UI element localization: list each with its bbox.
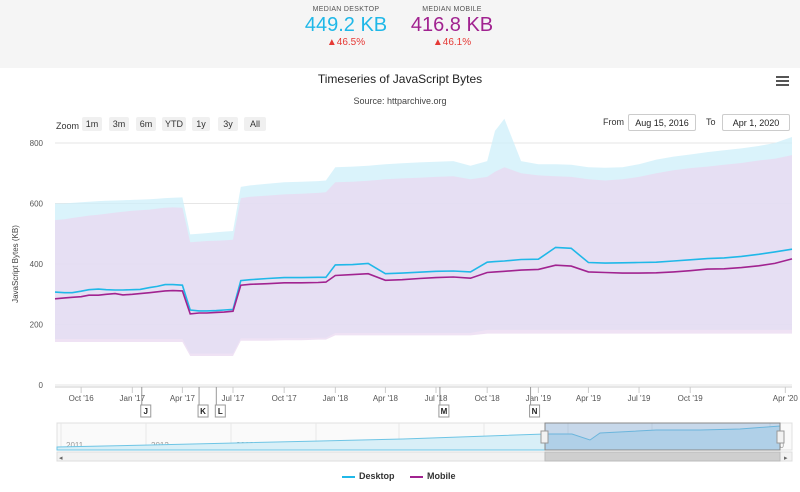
navigator-handle-left <box>540 430 549 444</box>
y-tick-label: 800 <box>30 139 44 148</box>
scrollbar-track <box>56 451 793 462</box>
range-to-label: To <box>706 117 716 127</box>
flag-label: L <box>218 407 223 416</box>
median-mobile-value: 416.8 KB <box>410 14 494 36</box>
flag-label: N <box>532 407 538 416</box>
x-tick-label: Jan '19 <box>526 394 552 403</box>
scroll-right-arrow-icon: ▸ <box>784 454 788 462</box>
flag-label: J <box>144 407 148 416</box>
legend-desktop-label: Desktop <box>359 471 395 481</box>
zoom-3y-button[interactable]: 3y <box>218 117 238 131</box>
x-tick-label: Apr '19 <box>576 394 602 403</box>
legend-desktop-swatch <box>342 475 355 478</box>
zoom-all-button[interactable]: All <box>244 117 266 131</box>
median-mobile-change: ▲46.1% <box>432 37 472 48</box>
median-mobile-label: MEDIAN MOBILE <box>422 6 482 13</box>
x-tick-label: Jul '17 <box>222 394 245 403</box>
x-tick-label: Apr '20 <box>773 394 799 403</box>
zoom-ytd-button[interactable]: YTD <box>162 117 186 131</box>
range-to-input[interactable]: Apr 1, 2020 <box>722 114 790 131</box>
legend-item-mobile[interactable]: Mobile <box>410 471 456 481</box>
flag-label: M <box>441 407 448 416</box>
zoom-1y-button[interactable]: 1y <box>192 117 210 131</box>
navigator-year-label: 2011 <box>66 441 84 450</box>
median-desktop-stat: MEDIAN DESKTOP 449.2 KB ▲46.5% <box>296 6 396 48</box>
y-axis-label: JavaScript Bytes (KB) <box>11 225 20 303</box>
flag-marker <box>197 404 209 418</box>
hamburger-menu-icon[interactable] <box>776 76 789 87</box>
x-tick-label: Apr '18 <box>373 394 399 403</box>
y-tick-label: 400 <box>30 260 44 269</box>
chart-subtitle: Source: httparchive.org <box>353 96 447 106</box>
median-desktop-change: ▲46.5% <box>326 37 366 48</box>
legend-mobile-swatch <box>410 475 423 478</box>
legend-item-desktop[interactable]: Desktop <box>342 471 395 481</box>
x-tick-label: Jul '19 <box>628 394 651 403</box>
x-tick-label: Oct '16 <box>69 394 95 403</box>
median-mobile-stat: MEDIAN MOBILE 416.8 KB ▲46.1% <box>402 6 502 48</box>
mobile-band <box>55 155 792 356</box>
y-tick-label: 600 <box>30 200 44 209</box>
zoom-label: Zoom <box>56 121 80 131</box>
navigator-window <box>544 422 781 451</box>
scrollbar-thumb <box>544 451 781 462</box>
x-tick-label: Oct '17 <box>272 394 298 403</box>
range-from-input[interactable]: Aug 15, 2016 <box>628 114 696 131</box>
flag-marker <box>529 404 541 418</box>
x-tick-label: Oct '18 <box>475 394 501 403</box>
flag-marker <box>214 404 226 418</box>
y-tick-label: 200 <box>30 321 44 330</box>
flag-label: K <box>200 407 206 416</box>
x-tick-label: Apr '17 <box>170 394 196 403</box>
summary-bar: MEDIAN DESKTOP 449.2 KB ▲46.5% MEDIAN MO… <box>0 0 800 68</box>
series-line-mobile <box>54 258 793 315</box>
flag-marker <box>438 404 450 418</box>
y-tick-label: 0 <box>39 381 44 390</box>
flag-marker <box>140 404 152 418</box>
series-line-desktop <box>54 246 793 312</box>
x-tick-label: Jul '18 <box>425 394 448 403</box>
zoom-6m-button[interactable]: 6m <box>136 117 156 131</box>
x-tick-label: Oct '19 <box>678 394 704 403</box>
navigator-handle-right <box>776 430 785 444</box>
scroll-left-arrow-icon: ◂ <box>59 454 63 462</box>
median-desktop-label: MEDIAN DESKTOP <box>312 6 380 13</box>
median-desktop-value: 449.2 KB <box>304 14 388 36</box>
zoom-1m-button[interactable]: 1m <box>82 117 102 131</box>
range-from-label: From <box>603 117 624 127</box>
x-tick-label: Jan '18 <box>323 394 349 403</box>
x-tick-label: Jan '17 <box>120 394 146 403</box>
chart-title: Timeseries of JavaScript Bytes <box>317 72 483 86</box>
zoom-3m-button[interactable]: 3m <box>109 117 129 131</box>
legend-mobile-label: Mobile <box>427 471 456 481</box>
